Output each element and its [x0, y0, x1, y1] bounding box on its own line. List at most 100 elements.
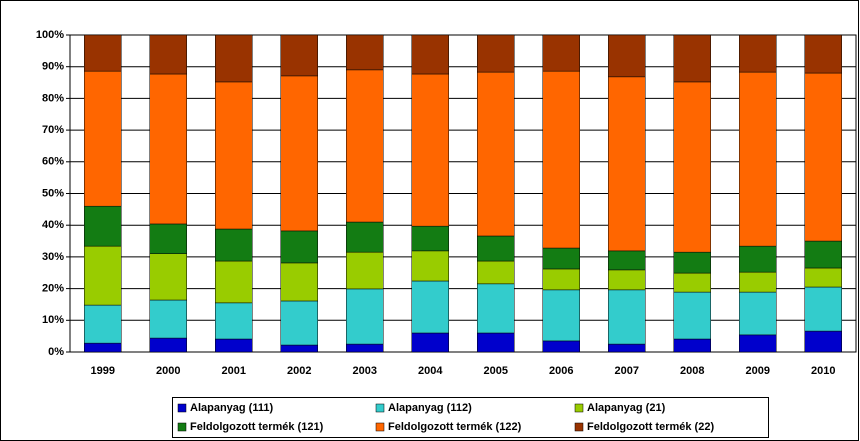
bar-segment [346, 221, 384, 253]
bar-segment [804, 330, 842, 353]
y-tick-label: 90% [42, 61, 64, 73]
legend-label: Alapanyag (112) [388, 402, 472, 414]
legend-label: Alapanyag (111) [190, 402, 273, 414]
bar-segment [84, 205, 122, 247]
bar-segment [346, 251, 384, 290]
bar-segment [477, 34, 515, 73]
bar-segment [608, 34, 646, 78]
bar-segment [149, 34, 187, 75]
bar-segment [84, 70, 122, 207]
bar-segment [411, 250, 449, 282]
bar-segment [280, 34, 318, 77]
legend-swatch [574, 403, 584, 413]
bar-segment [673, 338, 711, 353]
bar-segment [477, 235, 515, 262]
bar-segment [215, 81, 253, 230]
bar-segment [84, 304, 122, 344]
bar-segment [804, 267, 842, 288]
x-tick-label: 2004 [418, 365, 443, 377]
y-tick-label: 0% [48, 346, 64, 358]
bar-segment [280, 262, 318, 302]
bar-segment [608, 343, 646, 353]
bar-segment [739, 291, 777, 336]
bar-segment [804, 72, 842, 242]
bar-segment [346, 288, 384, 345]
bar-segment [411, 225, 449, 252]
bar-segment [542, 34, 580, 72]
x-tick-label: 2000 [156, 365, 180, 377]
bar-segment [84, 342, 122, 353]
y-tick-label: 40% [42, 219, 64, 231]
bar-segment [673, 34, 711, 83]
x-tick-label: 1999 [91, 365, 115, 377]
bar-segment [346, 34, 384, 71]
y-tick-label: 70% [42, 124, 64, 136]
y-tick-label: 50% [42, 187, 64, 199]
legend-swatch [375, 422, 385, 432]
bar-segment [804, 286, 842, 332]
bar-segment [411, 73, 449, 227]
x-tick-label: 2008 [680, 365, 704, 377]
bar-segment [542, 268, 580, 291]
bar-segment [673, 251, 711, 274]
bar-segment [215, 228, 253, 262]
bar-segment [411, 332, 449, 353]
bar-segment [346, 69, 384, 223]
bar-segment [673, 291, 711, 340]
bar-segment [215, 338, 253, 353]
y-tick-label: 100% [36, 29, 64, 41]
bar-segment [542, 289, 580, 342]
legend-label: Feldolgozott termék (22) [587, 421, 714, 433]
bar-segment [280, 300, 318, 346]
legend-swatch [177, 403, 187, 413]
x-tick-label: 2006 [549, 365, 573, 377]
bar-segment [739, 271, 777, 293]
bar-segment [739, 71, 777, 247]
legend-box [172, 397, 769, 438]
x-tick-label: 2007 [615, 365, 639, 377]
bar-segment [477, 71, 515, 237]
bar-segment [411, 280, 449, 334]
bar-segment [477, 260, 515, 285]
x-tick-label: 2005 [484, 365, 508, 377]
bar-segment [215, 260, 253, 304]
bar-segment [215, 34, 253, 83]
bar-segment [739, 34, 777, 73]
y-tick-label: 30% [42, 251, 64, 263]
bar-segment [608, 250, 646, 271]
bar-segment [608, 269, 646, 291]
legend-swatch [574, 422, 584, 432]
x-tick-label: 2010 [811, 365, 835, 377]
bar-segment [542, 247, 580, 270]
y-tick-label: 60% [42, 156, 64, 168]
bar-segment [149, 299, 187, 339]
bar-segment [608, 289, 646, 345]
bar-segment [149, 337, 187, 353]
bar-segment [477, 332, 515, 353]
y-tick-label: 10% [42, 314, 64, 326]
x-tick-label: 2003 [353, 365, 377, 377]
legend-label: Feldolgozott termék (122) [388, 421, 522, 433]
y-tick-label: 80% [42, 92, 64, 104]
bar-segment [542, 340, 580, 353]
bar-segment [149, 73, 187, 225]
legend-swatch [375, 403, 385, 413]
bar-segment [346, 343, 384, 353]
legend-label: Alapanyag (21) [587, 402, 666, 414]
bar-segment [673, 81, 711, 253]
x-tick-label: 2009 [746, 365, 770, 377]
bar-segment [280, 75, 318, 232]
bar-segment [804, 34, 842, 74]
x-tick-label: 2001 [222, 365, 246, 377]
bar-segment [542, 70, 580, 249]
bar-segment [149, 253, 187, 301]
bar-segment [804, 240, 842, 269]
bar-segment [215, 302, 253, 340]
bar-segment [739, 334, 777, 353]
bar-segment [280, 230, 318, 264]
bar-segment [411, 34, 449, 75]
bar-segment [739, 245, 777, 273]
bar-segment [673, 272, 711, 293]
bar-segment [84, 245, 122, 306]
